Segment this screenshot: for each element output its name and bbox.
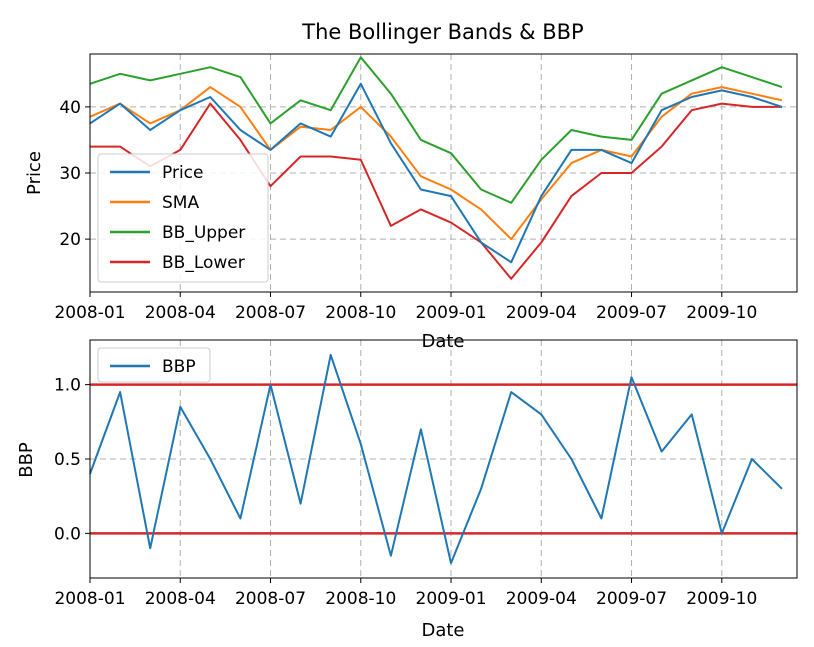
figure-title: The Bollinger Bands & BBP: [301, 20, 583, 44]
legend-lower-label: BB_Lower: [162, 253, 245, 273]
bottom-x-axis-label: Date: [421, 620, 464, 641]
bottom-x-tick-label: 2008-07: [235, 589, 306, 609]
top-x-tick-label: 2009-01: [416, 303, 487, 323]
top-x-tick-label: 2008-01: [54, 303, 125, 323]
bottom-x-tick-label: 2009-01: [416, 589, 487, 609]
top-legend-box: [97, 153, 269, 283]
top-x-tick-label: 2008-04: [145, 303, 216, 323]
top-x-tick-label: 2008-10: [325, 303, 396, 323]
bottom-series-bbp: [89, 353, 783, 565]
bottom-legend: BBP: [97, 347, 211, 383]
bottom-x-tick-label: 2008-01: [54, 589, 125, 609]
top-series-lines: [89, 56, 783, 280]
bottom-x-tick-label: 2009-07: [596, 589, 667, 609]
legend-price-label: Price: [162, 163, 203, 183]
top-y-axis-label: Price: [24, 151, 45, 195]
top-y-ticks: 20 30 40: [59, 98, 90, 250]
top-x-tick-label: 2009-07: [596, 303, 667, 323]
bottom-x-tick-label: 2008-04: [145, 589, 216, 609]
top-series-sma: [89, 86, 783, 241]
top-series-bb_lower: [90, 102, 782, 280]
top-series-price: [89, 82, 783, 264]
top-legend: Price SMA BB_Upper BB_Lower: [97, 153, 269, 283]
bottom-y-tick-label: 0.5: [54, 450, 81, 470]
bottom-x-ticks: 2008-01 2008-04 2008-07 2008-10 2009-01 2009-…: [54, 578, 757, 609]
top-y-tick-label: 40: [59, 98, 81, 118]
bottom-y-ticks: 0.0 0.5 1.0: [54, 376, 90, 544]
top-y-tick-label: 30: [59, 164, 81, 184]
top-grid: [89, 54, 797, 292]
top-x-tick-label: 2009-04: [506, 303, 577, 323]
bottom-y-tick-label: 0.0: [54, 524, 81, 544]
bottom-x-tick-label: 2009-10: [686, 589, 757, 609]
top-x-tick-label: 2008-07: [235, 303, 306, 323]
top-y-tick-label: 20: [59, 230, 81, 250]
bottom-x-tick-label: 2008-10: [325, 589, 396, 609]
bottom-y-tick-label: 1.0: [54, 376, 81, 396]
price-bands-panel: 2008-01 2008-04 2008-07 2008-10 2009-01 2009-…: [24, 53, 798, 352]
bottom-x-tick-label: 2009-04: [506, 589, 577, 609]
top-x-ticks: 2008-01 2008-04 2008-07 2008-10 2009-01 2009-…: [54, 292, 757, 323]
legend-upper-label: BB_Upper: [162, 223, 245, 243]
top-series-bb_upper: [89, 56, 783, 204]
bottom-y-axis-label: BBP: [16, 442, 37, 478]
bottom-legend-box: [97, 347, 211, 383]
legend-sma-label: SMA: [162, 193, 199, 213]
top-x-axis-label: Date: [421, 331, 464, 352]
top-x-tick-label: 2009-10: [686, 303, 757, 323]
bbp-panel: 2008-01 2008-04 2008-07 2008-10 2009-01 2009-…: [16, 339, 798, 641]
bottom-series-lines: [89, 353, 797, 565]
legend-bbp-label: BBP: [162, 357, 196, 377]
